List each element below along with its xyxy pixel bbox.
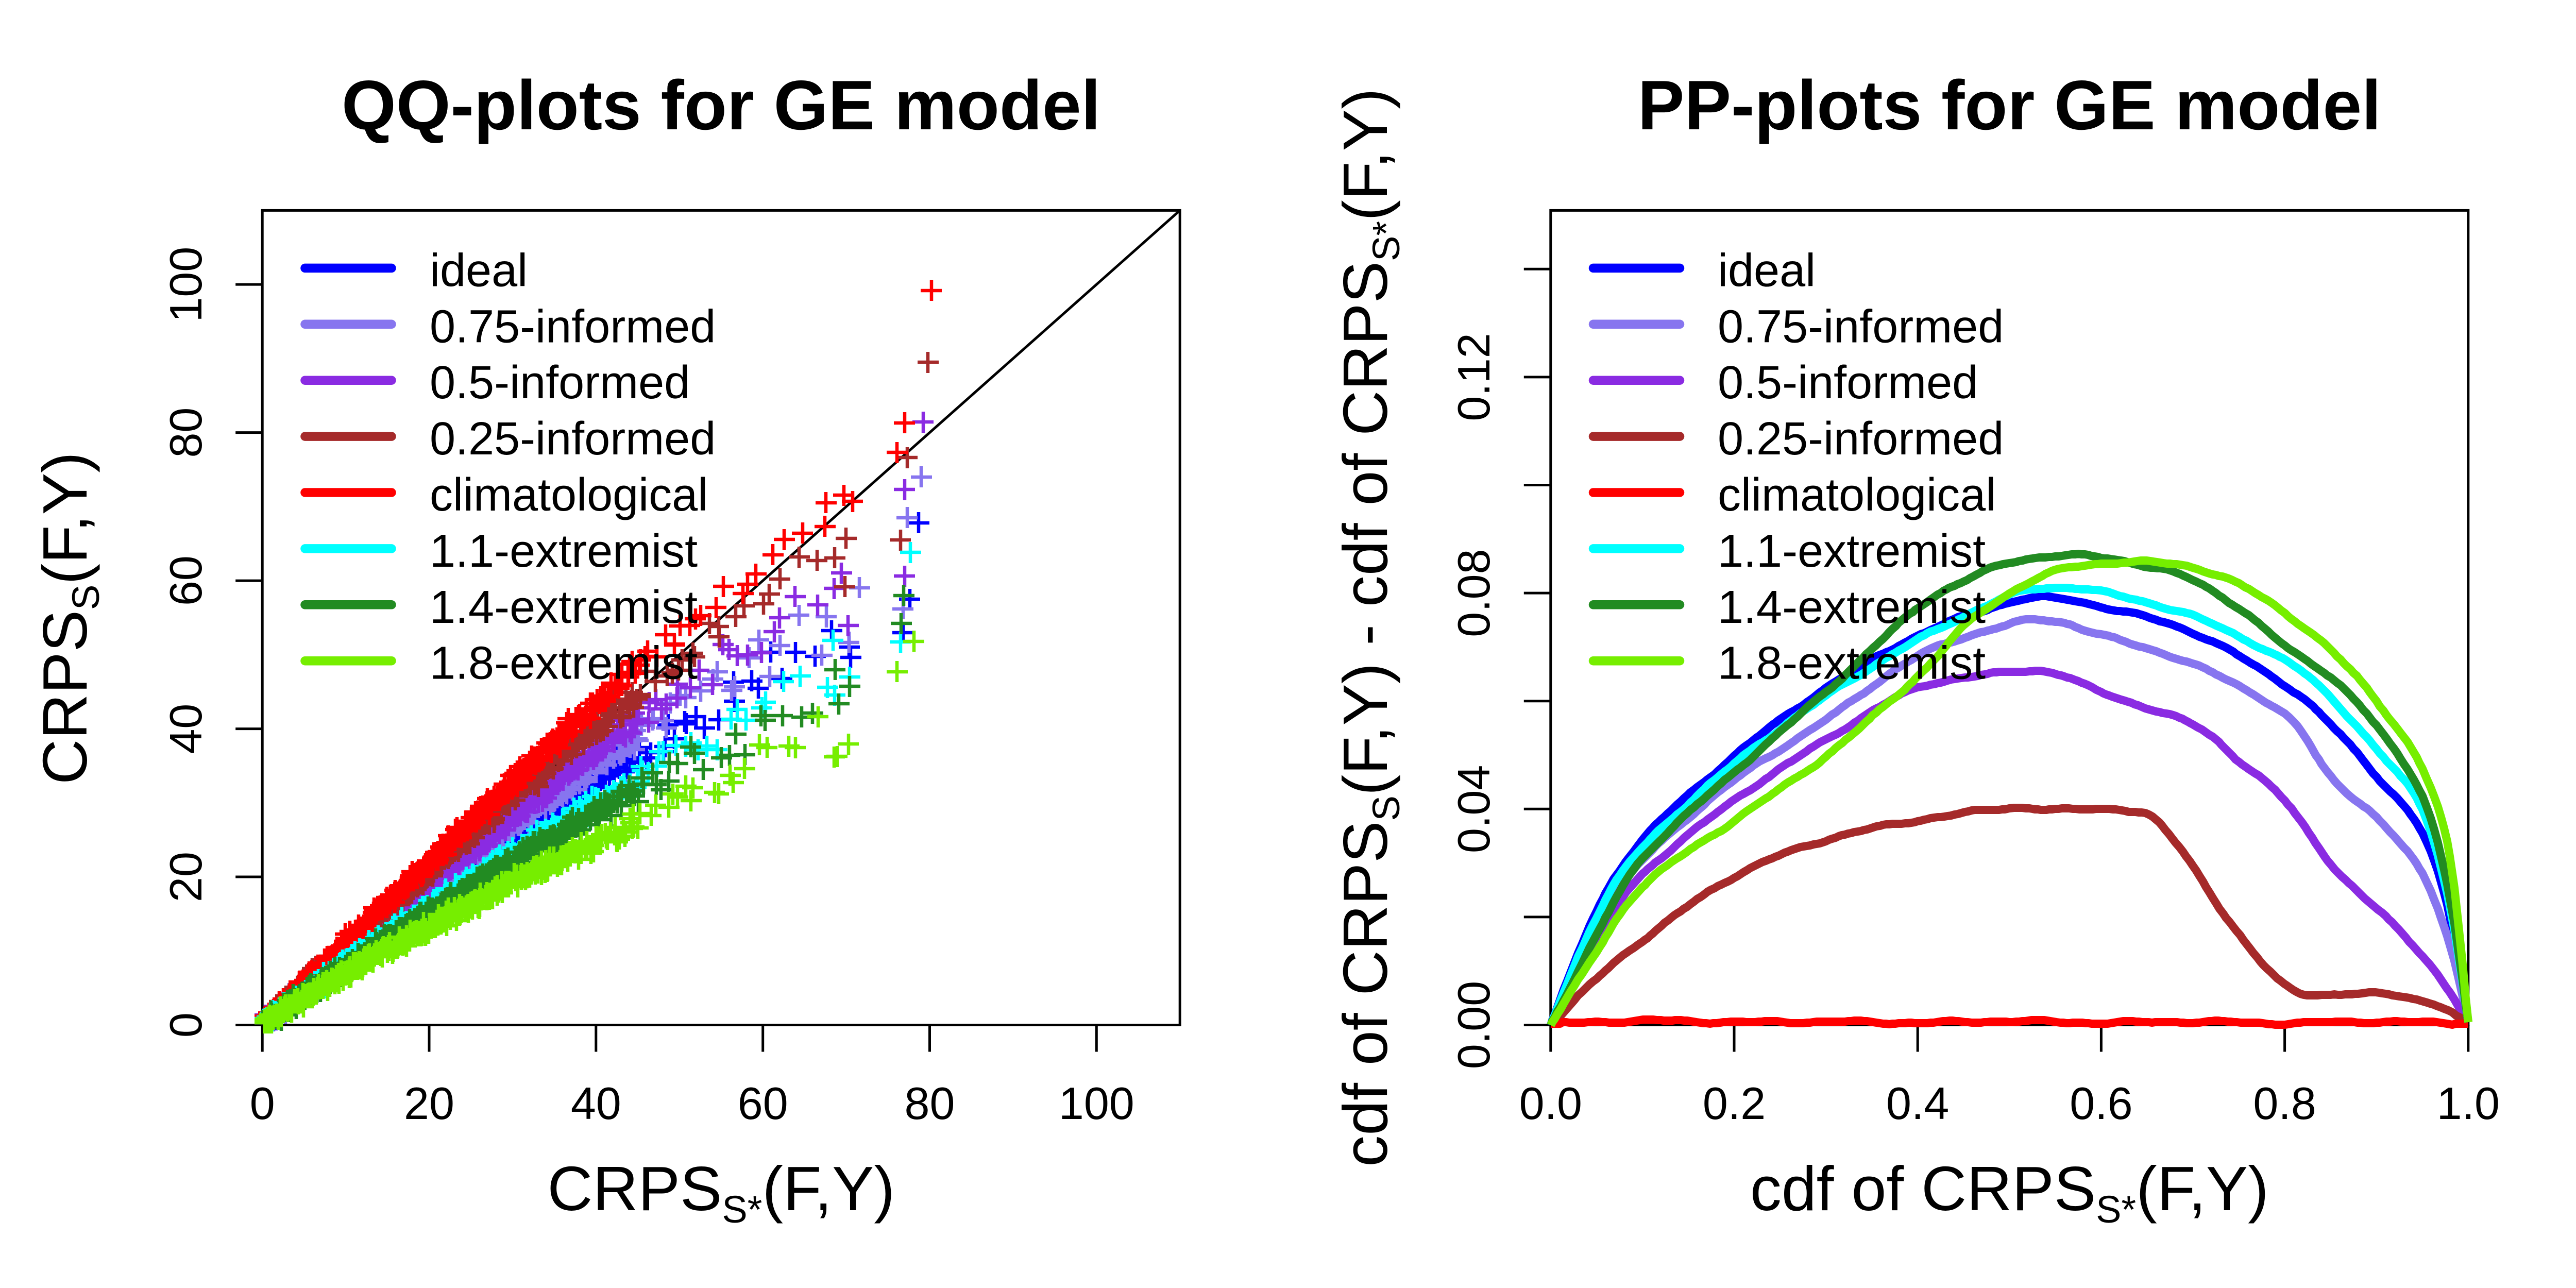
- svg-text:0.5-informed: 0.5-informed: [1718, 357, 1978, 409]
- svg-text:0.12: 0.12: [1448, 333, 1499, 421]
- svg-text:0.8: 0.8: [2253, 1078, 2316, 1129]
- svg-text:1.0: 1.0: [2437, 1078, 2500, 1129]
- svg-text:100: 100: [1059, 1078, 1134, 1129]
- svg-text:0.00: 0.00: [1448, 981, 1499, 1069]
- svg-text:QQ-plots for GE model: QQ-plots for GE model: [342, 66, 1100, 144]
- svg-text:cdf of CRPSS*(F,Y): cdf of CRPSS*(F,Y): [1750, 1154, 2269, 1231]
- svg-text:climatological: climatological: [430, 469, 708, 521]
- svg-text:1.8-extremist: 1.8-extremist: [1718, 638, 1986, 689]
- svg-text:0.75-informed: 0.75-informed: [430, 301, 716, 352]
- svg-text:0: 0: [160, 1012, 211, 1038]
- svg-text:cdf of CRPSS(F,Y) - cdf of CRP: cdf of CRPSS(F,Y) - cdf of CRPSS*(F,Y): [1330, 88, 1408, 1166]
- svg-text:1.4-extremist: 1.4-extremist: [430, 582, 698, 633]
- svg-text:PP-plots for GE model: PP-plots for GE model: [1638, 66, 2381, 144]
- svg-text:60: 60: [738, 1078, 788, 1129]
- svg-text:0.08: 0.08: [1448, 549, 1499, 637]
- svg-text:80: 80: [905, 1078, 955, 1129]
- svg-text:20: 20: [160, 852, 211, 902]
- svg-text:80: 80: [160, 408, 211, 458]
- svg-text:1.1-extremist: 1.1-extremist: [430, 526, 698, 577]
- svg-text:1.8-extremist: 1.8-extremist: [430, 638, 698, 689]
- svg-text:0.2: 0.2: [1703, 1078, 1766, 1129]
- svg-text:ideal: ideal: [1718, 245, 1816, 296]
- svg-text:1.1-extremist: 1.1-extremist: [1718, 526, 1986, 577]
- svg-text:1.4-extremist: 1.4-extremist: [1718, 582, 1986, 633]
- svg-text:0.25-informed: 0.25-informed: [1718, 413, 2004, 465]
- svg-text:100: 100: [160, 247, 211, 323]
- svg-text:20: 20: [404, 1078, 454, 1129]
- svg-text:40: 40: [160, 704, 211, 754]
- svg-text:0.25-informed: 0.25-informed: [430, 413, 716, 465]
- svg-text:0: 0: [250, 1078, 275, 1129]
- svg-text:CRPSS(F,Y): CRPSS(F,Y): [30, 452, 107, 785]
- svg-text:0.0: 0.0: [1519, 1078, 1582, 1129]
- svg-text:0.5-informed: 0.5-informed: [430, 357, 690, 409]
- svg-text:0.4: 0.4: [1886, 1078, 1949, 1129]
- svg-text:0.6: 0.6: [2070, 1078, 2132, 1129]
- svg-text:0.75-informed: 0.75-informed: [1718, 301, 2004, 352]
- svg-text:40: 40: [571, 1078, 621, 1129]
- svg-text:0.04: 0.04: [1448, 765, 1499, 853]
- svg-text:60: 60: [160, 555, 211, 606]
- svg-text:ideal: ideal: [430, 245, 528, 296]
- svg-text:climatological: climatological: [1718, 469, 1996, 521]
- svg-text:CRPSS*(F,Y): CRPSS*(F,Y): [547, 1154, 895, 1231]
